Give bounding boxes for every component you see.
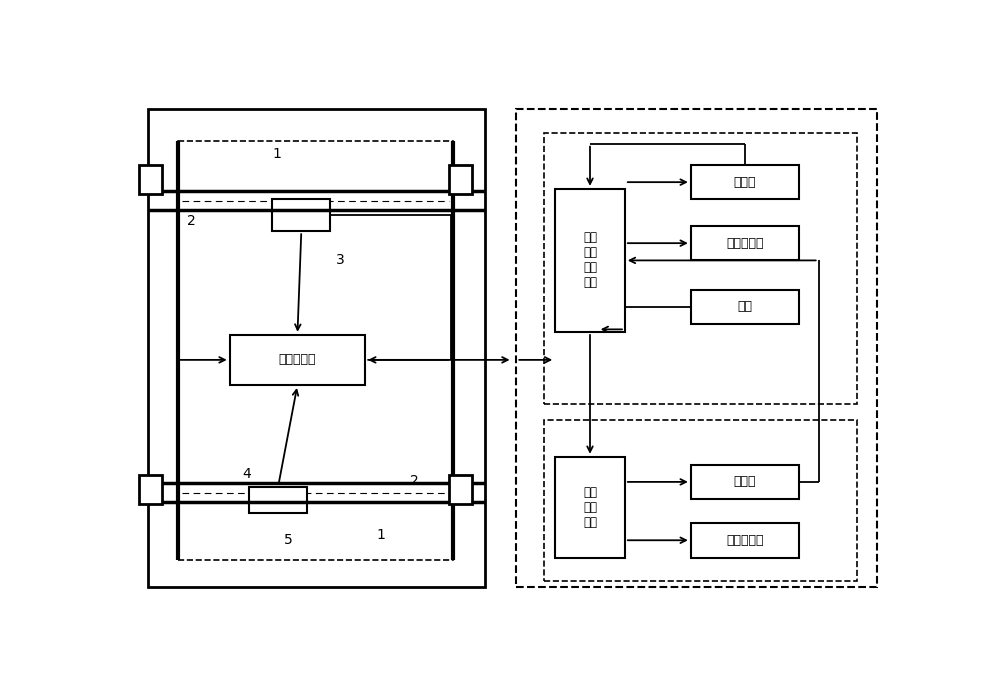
Bar [691, 165, 799, 199]
Bar [555, 189, 625, 332]
Bar [691, 464, 799, 499]
Text: 校正器: 校正器 [734, 475, 756, 489]
Text: 1: 1 [377, 528, 386, 542]
Text: 大数
据采
集导
入器: 大数 据采 集导 入器 [583, 232, 597, 289]
Bar [544, 133, 857, 404]
Bar [272, 199, 330, 232]
Bar [691, 289, 799, 324]
Bar [148, 109, 485, 587]
Text: 第二显示器: 第二显示器 [726, 534, 764, 547]
Bar [139, 165, 162, 194]
Bar [230, 335, 365, 385]
Bar [249, 487, 307, 513]
Bar [544, 420, 857, 582]
Bar [139, 475, 162, 504]
Text: 第一显示器: 第一显示器 [726, 236, 764, 249]
Text: 存储器: 存储器 [734, 176, 756, 189]
Bar [449, 165, 472, 194]
Text: 5: 5 [284, 533, 293, 547]
Text: 键盘: 键盘 [738, 300, 753, 313]
Bar [691, 523, 799, 557]
Text: 3: 3 [336, 254, 345, 267]
Text: 1: 1 [272, 147, 281, 161]
Text: 4: 4 [243, 467, 252, 481]
Bar [516, 109, 877, 587]
Text: 2: 2 [187, 214, 196, 227]
Bar [178, 141, 453, 560]
Text: 2: 2 [410, 473, 419, 488]
Text: 大数
据感
应器: 大数 据感 应器 [583, 486, 597, 528]
Bar [691, 226, 799, 260]
Bar [555, 457, 625, 557]
Text: 数据采集器: 数据采集器 [279, 353, 316, 367]
Bar [449, 475, 472, 504]
